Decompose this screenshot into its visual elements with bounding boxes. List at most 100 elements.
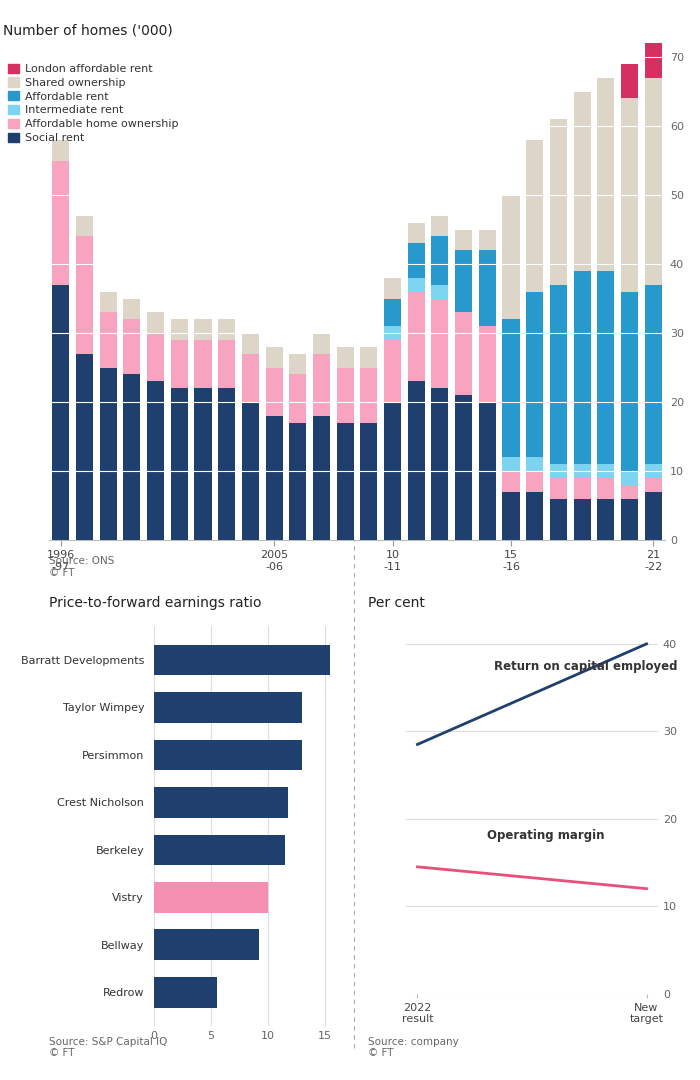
Bar — [407, 381, 425, 540]
Bar — [360, 422, 377, 540]
Bar — [337, 367, 354, 422]
Bar — [645, 78, 662, 285]
Bar — [431, 285, 449, 298]
Text: Number of homes ('000): Number of homes ('000) — [3, 24, 173, 38]
Bar — [313, 354, 330, 416]
Bar — [597, 464, 615, 477]
Bar — [147, 312, 164, 333]
Bar — [52, 161, 69, 285]
Bar — [154, 977, 216, 1008]
Bar — [123, 375, 141, 540]
Bar — [645, 478, 662, 491]
Text: Operating margin: Operating margin — [486, 829, 604, 842]
Bar — [503, 320, 519, 457]
Text: Source: company
© FT: Source: company © FT — [368, 1037, 458, 1058]
Bar — [154, 835, 285, 865]
Bar — [52, 139, 69, 161]
Bar — [313, 416, 330, 540]
Bar — [621, 292, 638, 471]
Bar — [597, 271, 615, 464]
Bar — [597, 78, 615, 271]
Bar — [337, 422, 354, 540]
Bar — [503, 195, 519, 320]
Bar — [265, 347, 283, 367]
Bar — [154, 740, 302, 770]
Bar — [195, 340, 211, 388]
Bar — [503, 457, 519, 471]
Bar — [550, 285, 567, 464]
Bar — [573, 92, 591, 271]
Bar — [621, 499, 638, 540]
Bar — [621, 471, 638, 485]
Text: Per cent: Per cent — [368, 596, 424, 610]
Bar — [645, 491, 662, 540]
Bar — [99, 312, 117, 367]
Bar — [573, 499, 591, 540]
Text: Return on capital employed: Return on capital employed — [494, 661, 678, 674]
Bar — [154, 645, 330, 675]
Bar — [242, 354, 259, 402]
Bar — [76, 216, 93, 237]
Bar — [289, 422, 307, 540]
Bar — [360, 347, 377, 367]
Bar — [550, 119, 567, 285]
Bar — [407, 292, 425, 381]
Bar — [384, 278, 401, 298]
Bar — [242, 402, 259, 540]
Bar — [242, 333, 259, 354]
Bar — [99, 292, 117, 312]
Bar — [337, 347, 354, 367]
Bar — [195, 320, 211, 340]
Bar — [52, 285, 69, 540]
Bar — [76, 354, 93, 540]
Bar — [218, 388, 235, 540]
Bar — [407, 278, 425, 292]
Bar — [503, 491, 519, 540]
Bar — [218, 320, 235, 340]
Bar — [455, 395, 472, 540]
Bar — [645, 464, 662, 477]
Bar — [645, 285, 662, 464]
Bar — [384, 326, 401, 340]
Bar — [526, 139, 543, 292]
Bar — [526, 471, 543, 491]
Bar — [360, 367, 377, 422]
Bar — [431, 298, 449, 388]
Bar — [76, 237, 93, 354]
Bar — [479, 326, 496, 402]
Bar — [154, 882, 267, 913]
Text: Source: ONS
© FT: Source: ONS © FT — [49, 556, 114, 578]
Bar — [597, 499, 615, 540]
Bar — [550, 464, 567, 477]
Bar — [407, 243, 425, 278]
Bar — [526, 457, 543, 471]
Bar — [550, 477, 567, 499]
Bar — [154, 930, 258, 960]
Bar — [171, 340, 188, 388]
Bar — [573, 271, 591, 464]
Bar — [621, 98, 638, 292]
Bar — [384, 340, 401, 402]
Bar — [218, 340, 235, 388]
Bar — [645, 43, 662, 78]
Bar — [431, 216, 449, 237]
Bar — [479, 251, 496, 326]
Bar — [289, 354, 307, 375]
Bar — [479, 402, 496, 540]
Bar — [455, 312, 472, 395]
Bar — [621, 64, 638, 98]
Bar — [123, 298, 141, 320]
Bar — [154, 787, 288, 818]
Bar — [171, 320, 188, 340]
Bar — [313, 333, 330, 354]
Bar — [384, 402, 401, 540]
Bar — [147, 381, 164, 540]
Bar — [431, 388, 449, 540]
Bar — [147, 333, 164, 381]
Bar — [573, 464, 591, 477]
Bar — [265, 367, 283, 416]
Bar — [550, 499, 567, 540]
Bar — [479, 230, 496, 251]
Bar — [171, 388, 188, 540]
Bar — [289, 375, 307, 422]
